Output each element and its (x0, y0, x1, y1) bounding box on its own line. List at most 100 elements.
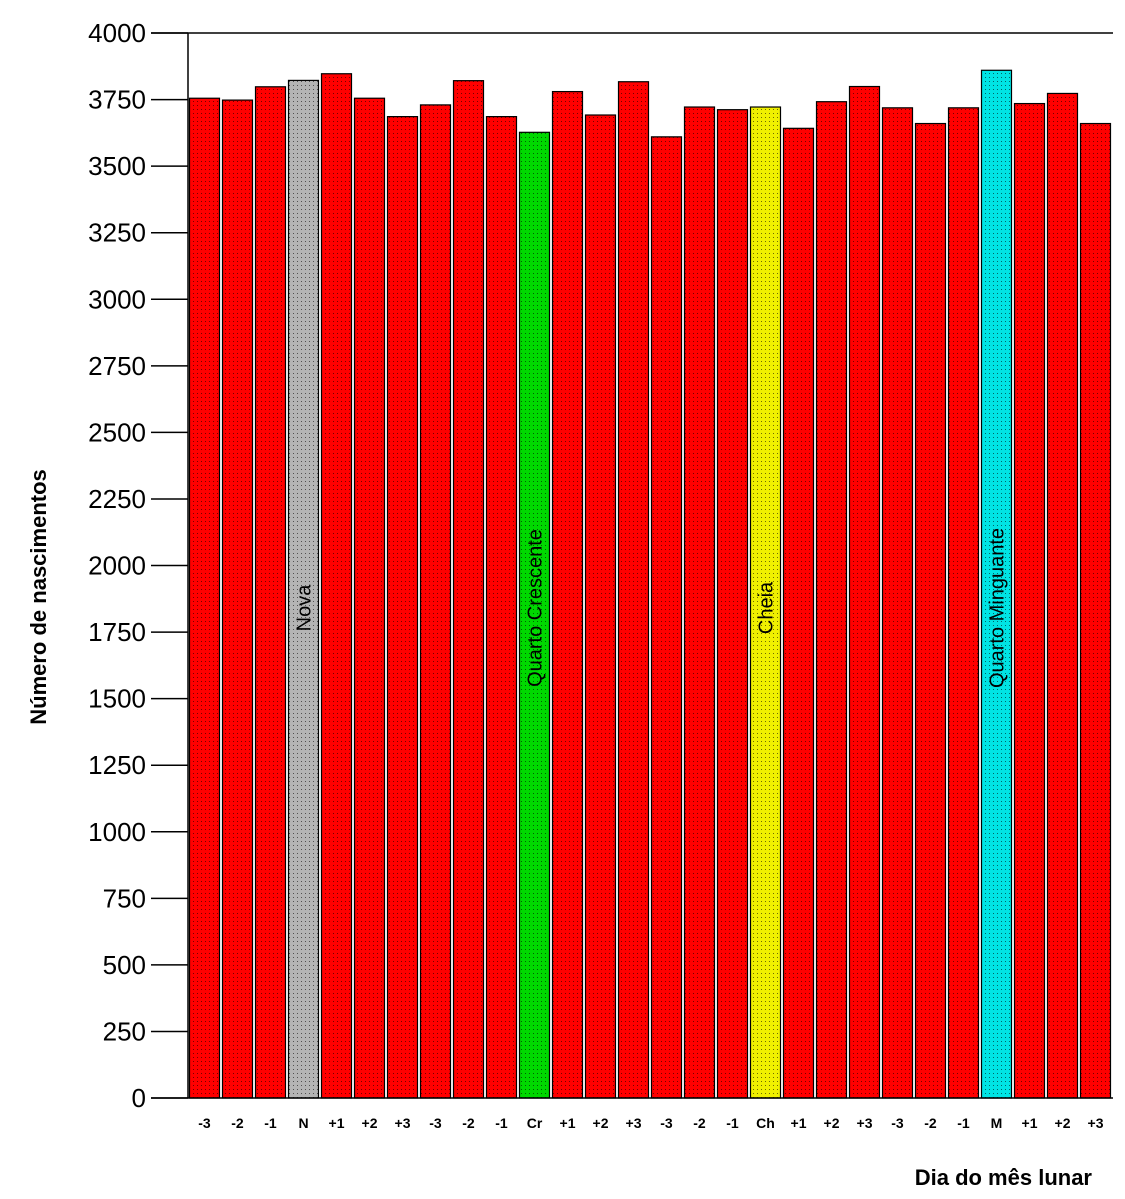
bar-20 (815, 101, 848, 1099)
y-axis: 0 250 500 750 1000 1250 1500 1750 2000 2250 2500 27… (88, 18, 1113, 1113)
bar-texture (1047, 93, 1078, 1099)
bar-texture (486, 116, 517, 1099)
y-tick-label: 250 (103, 1016, 146, 1046)
bar-21 (848, 85, 881, 1099)
bar-annotation: Quarto Minguante (987, 528, 1009, 688)
bar-25 (980, 69, 1013, 1099)
bar-10 (485, 116, 518, 1099)
y-tick-label: 2250 (88, 484, 146, 514)
bar-6 (353, 97, 386, 1099)
bar-texture (288, 80, 319, 1098)
bar-texture (255, 86, 286, 1099)
bar-texture (387, 116, 418, 1099)
y-tick-label: 3000 (88, 284, 146, 314)
x-category-label: -3 (429, 1115, 442, 1131)
x-category-label: -3 (660, 1115, 673, 1131)
bar-texture (222, 100, 253, 1099)
x-category-label: +2 (824, 1115, 840, 1131)
y-tick-label: 3500 (88, 151, 146, 181)
bar-4 (287, 79, 320, 1099)
y-tick-label: 3250 (88, 218, 146, 248)
y-tick-label: 3750 (88, 85, 146, 115)
y-tick-label: 1750 (88, 617, 146, 647)
y-tick-label: 1000 (88, 817, 146, 847)
x-category-label: -2 (462, 1115, 475, 1131)
bar-24 (947, 107, 980, 1099)
bar-16 (683, 106, 716, 1099)
x-category-label: +2 (1055, 1115, 1071, 1131)
bar-texture (585, 115, 616, 1098)
bar-texture (321, 73, 352, 1099)
bar-texture (750, 107, 781, 1098)
bar-texture (948, 107, 979, 1098)
x-category-label: +3 (1088, 1115, 1104, 1131)
annotations-layer: Nova Quarto Crescente Cheia Quarto Minguant… (294, 528, 1009, 688)
bar-13 (584, 114, 617, 1099)
bar-5 (320, 73, 353, 1099)
x-category-label: +2 (362, 1115, 378, 1131)
bar-texture (915, 123, 946, 1098)
bar-texture (1080, 123, 1111, 1098)
bar-2 (221, 99, 254, 1099)
bar-1 (188, 97, 221, 1099)
bar-texture (783, 128, 814, 1098)
y-tick-label: 2000 (88, 551, 146, 581)
x-category-label: +3 (395, 1115, 411, 1131)
x-axis-categories: -3 -2 -1 N +1 +2 +3 -3 -2 -1 Cr +1 +2 +3 -3 -2 -1 Ch +1 +2 +… (198, 1115, 1103, 1131)
x-category-label: +2 (593, 1115, 609, 1131)
bar-3 (254, 86, 287, 1099)
bar-texture (651, 136, 682, 1098)
bar-annotation: Quarto Crescente (525, 529, 547, 687)
x-category-label: -1 (264, 1115, 277, 1131)
x-category-label: +1 (560, 1115, 576, 1131)
y-tick-label: 1250 (88, 750, 146, 780)
bar-9 (452, 80, 485, 1099)
x-category-label: N (298, 1115, 308, 1131)
x-category-label: -1 (495, 1115, 508, 1131)
bar-texture (420, 104, 451, 1098)
bar-texture (717, 109, 748, 1099)
x-category-label: -2 (693, 1115, 706, 1131)
bar-17 (716, 109, 749, 1099)
bar-texture (354, 98, 385, 1098)
bar-annotation: Cheia (756, 581, 778, 634)
bar-22 (881, 107, 914, 1099)
x-axis-title: Dia do mês lunar (915, 1165, 1093, 1190)
x-category-label: +3 (857, 1115, 873, 1131)
bar-annotation: Nova (294, 584, 316, 632)
x-category-label: -3 (198, 1115, 211, 1131)
x-category-label: Ch (756, 1115, 775, 1131)
bar-26 (1013, 102, 1046, 1099)
bar-28 (1079, 122, 1112, 1099)
bar-texture (684, 107, 715, 1098)
bar-12 (551, 90, 584, 1099)
x-category-label: +1 (791, 1115, 807, 1131)
bar-texture (189, 98, 220, 1098)
bar-27 (1046, 92, 1079, 1099)
bar-18 (749, 106, 782, 1099)
bar-23 (914, 122, 947, 1099)
x-category-label: M (991, 1115, 1003, 1131)
bar-texture (618, 81, 649, 1098)
bar-texture (849, 86, 880, 1099)
bar-19 (782, 127, 815, 1099)
y-tick-label: 500 (103, 950, 146, 980)
y-tick-label: 2500 (88, 417, 146, 447)
x-category-label: -3 (891, 1115, 904, 1131)
x-category-label: +3 (626, 1115, 642, 1131)
bar-15 (650, 136, 683, 1099)
bars-layer (188, 69, 1112, 1099)
bar-texture (981, 70, 1012, 1098)
x-category-label: -1 (957, 1115, 970, 1131)
x-category-label: +1 (1022, 1115, 1038, 1131)
x-category-label: Cr (527, 1115, 543, 1131)
x-category-label: +1 (329, 1115, 345, 1131)
y-tick-label: 2750 (88, 351, 146, 381)
bar-texture (882, 107, 913, 1098)
bar-texture (453, 80, 484, 1098)
y-tick-label: 1500 (88, 684, 146, 714)
bar-texture (1014, 103, 1045, 1098)
y-tick-label: 0 (132, 1083, 146, 1113)
bar-texture (552, 91, 583, 1098)
